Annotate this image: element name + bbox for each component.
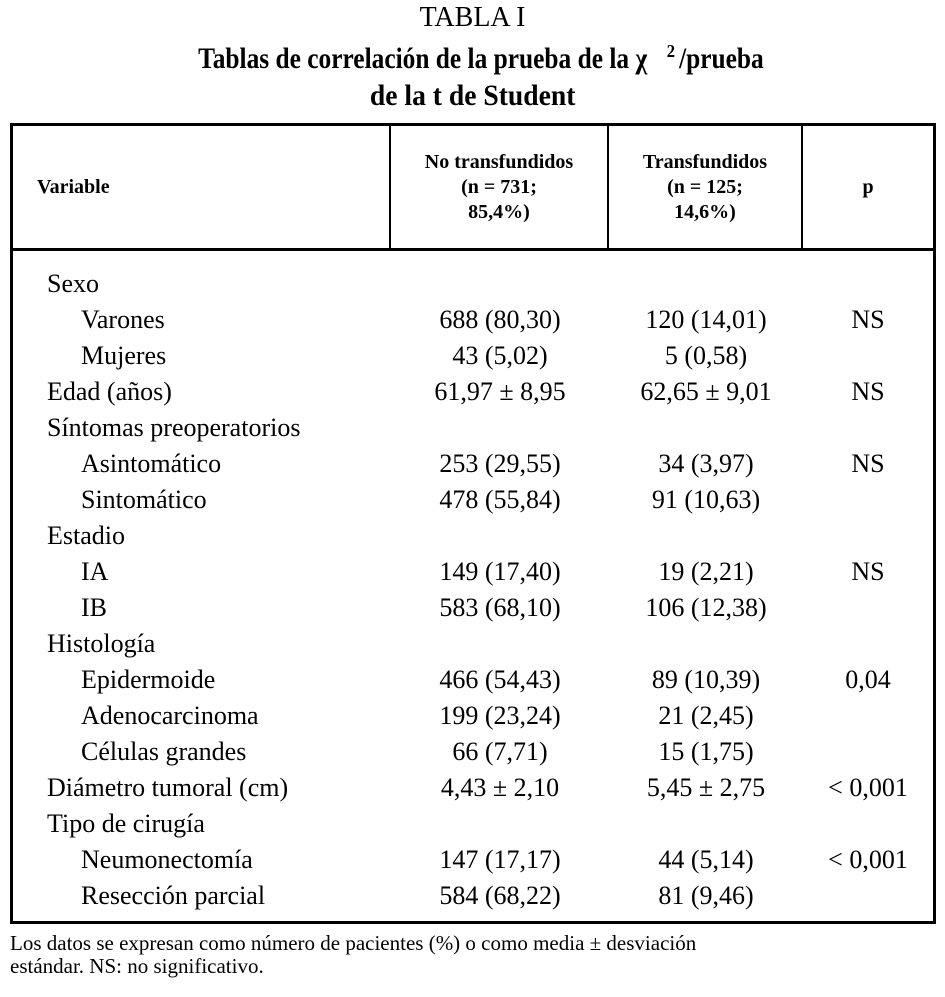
cell-p: NS <box>851 377 885 406</box>
cell-transfundidos: 19 (2,21) <box>658 557 754 586</box>
table-row: Epidermoide 466 (54,43) 89 (10,39) 0,04 <box>13 662 933 698</box>
cell-no-transfundidos: 466 (54,43) <box>439 665 561 694</box>
row-label: Neumonectomía <box>81 845 253 874</box>
cell-transfundidos: 44 (5,14) <box>658 845 754 874</box>
table-row: Tipo de cirugía <box>13 806 933 842</box>
footnote: Los datos se expresan como número de pac… <box>10 931 697 978</box>
row-label: Sexo <box>47 269 99 298</box>
table-header: Variable No transfundidos (n = 731; 85,4%)… <box>13 126 933 251</box>
table-row: IB 583 (68,10) 106 (12,38) <box>13 590 933 626</box>
column-divider <box>389 126 391 248</box>
table-row: IA 149 (17,40) 19 (2,21) NS <box>13 554 933 590</box>
row-label: Sintomático <box>81 485 207 514</box>
column-divider <box>801 126 803 248</box>
header-transfundidos: Transfundidos (n = 125; 14,6%) <box>642 150 768 223</box>
cell-no-transfundidos: 149 (17,40) <box>439 557 561 586</box>
header-p: p <box>862 175 874 198</box>
row-label: Células grandes <box>81 737 247 766</box>
row-label: IB <box>81 593 107 622</box>
row-label: Estadio <box>47 521 125 550</box>
cell-transfundidos: 15 (1,75) <box>658 737 754 766</box>
header-variable: Variable <box>37 175 110 198</box>
table-row: Varones 688 (80,30) 120 (14,01) NS <box>13 302 933 338</box>
row-label: Edad (años) <box>47 377 172 406</box>
table-row: Diámetro tumoral (cm) 4,43 ± 2,10 5,45 ± 2… <box>13 770 933 806</box>
cell-no-transfundidos: 199 (23,24) <box>439 701 561 730</box>
cell-p: < 0,001 <box>828 845 908 874</box>
table-row: Síntomas preoperatorios <box>13 410 933 446</box>
table-row: Asintomático 253 (29,55) 34 (3,97) NS <box>13 446 933 482</box>
cell-p: < 0,001 <box>828 773 908 802</box>
cell-transfundidos: 89 (10,39) <box>651 665 761 694</box>
row-label: Resección parcial <box>81 881 266 910</box>
row-label: Histología <box>47 629 156 658</box>
cell-no-transfundidos: 253 (29,55) <box>439 449 561 478</box>
cell-p: NS <box>851 557 885 586</box>
table-row: Histología <box>13 626 933 662</box>
cell-transfundidos: 106 (12,38) <box>645 593 767 622</box>
cell-transfundidos: 21 (2,45) <box>658 701 754 730</box>
row-label: Síntomas preoperatorios <box>47 413 301 442</box>
table-row: Sintomático 478 (55,84) 91 (10,63) <box>13 482 933 518</box>
row-label: Varones <box>81 305 165 334</box>
table-row: Mujeres 43 (5,02) 5 (0,58) <box>13 338 933 374</box>
cell-no-transfundidos: 688 (80,30) <box>439 305 561 334</box>
cell-p: NS <box>851 305 885 334</box>
header-no-transfundidos: No transfundidos (n = 731; 85,4%) <box>424 150 574 223</box>
table-row: Células grandes 66 (7,71) 15 (1,75) <box>13 734 933 770</box>
table-row: Neumonectomía 147 (17,17) 44 (5,14) < 0,001 <box>13 842 933 878</box>
table-row: Resección parcial 584 (68,22) 81 (9,46) <box>13 878 933 914</box>
row-label: Adenocarcinoma <box>81 701 259 730</box>
cell-no-transfundidos: 43 (5,02) <box>452 341 548 370</box>
table-row: Estadio <box>13 518 933 554</box>
cell-transfundidos: 5,45 ± 2,75 <box>646 773 766 802</box>
cell-no-transfundidos: 61,97 ± 8,95 <box>434 377 566 406</box>
table-row: Edad (años) 61,97 ± 8,95 62,65 ± 9,01 NS <box>13 374 933 410</box>
cell-transfundidos: 81 (9,46) <box>658 881 754 910</box>
table-row: Sexo <box>13 266 933 302</box>
cell-transfundidos: 5 (0,58) <box>664 341 748 370</box>
cell-p: 0,04 <box>845 665 891 694</box>
row-label: IA <box>81 557 109 586</box>
table-body: Sexo Varones 688 (80,30) 120 (14,01) NS Mujer… <box>13 266 933 914</box>
cell-transfundidos: 34 (3,97) <box>658 449 754 478</box>
table-number: TABLA I <box>419 2 526 33</box>
cell-no-transfundidos: 583 (68,10) <box>439 593 561 622</box>
row-label: Mujeres <box>81 341 167 370</box>
column-divider <box>607 126 609 248</box>
data-table: Variable No transfundidos (n = 731; 85,4%)… <box>10 123 936 924</box>
cell-transfundidos: 91 (10,63) <box>651 485 761 514</box>
cell-no-transfundidos: 478 (55,84) <box>439 485 561 514</box>
cell-no-transfundidos: 4,43 ± 2,10 <box>440 773 560 802</box>
row-label: Asintomático <box>81 449 222 478</box>
table-title: Tablas de correlación de la prueba de la… <box>197 41 764 112</box>
cell-no-transfundidos: 147 (17,17) <box>439 845 561 874</box>
cell-no-transfundidos: 584 (68,22) <box>439 881 561 910</box>
row-label: Tipo de cirugía <box>47 809 205 838</box>
row-label: Epidermoide <box>81 665 216 694</box>
table-row: Adenocarcinoma 199 (23,24) 21 (2,45) <box>13 698 933 734</box>
cell-p: NS <box>851 449 885 478</box>
cell-transfundidos: 62,65 ± 9,01 <box>640 377 772 406</box>
cell-transfundidos: 120 (14,01) <box>645 305 767 334</box>
row-label: Diámetro tumoral (cm) <box>47 773 289 802</box>
cell-no-transfundidos: 66 (7,71) <box>452 737 548 766</box>
